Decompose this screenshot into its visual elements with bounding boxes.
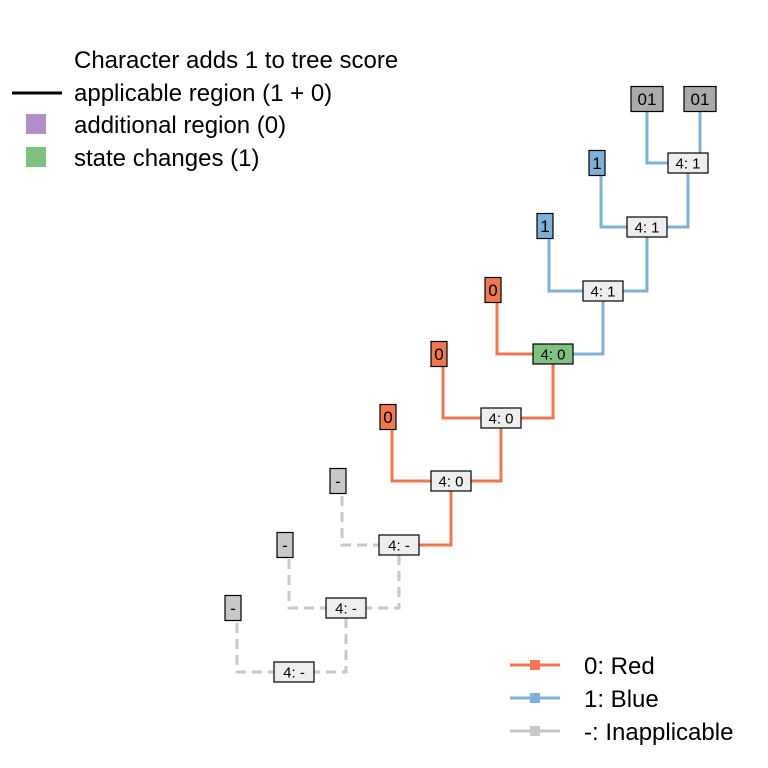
tip-label-text: 1 bbox=[592, 154, 601, 173]
node-label: 4: 1 bbox=[626, 216, 668, 238]
tip-label-text: - bbox=[335, 472, 341, 491]
tip-label: - bbox=[329, 467, 347, 495]
tip-label-text: - bbox=[230, 599, 236, 618]
tip-label-box bbox=[379, 403, 397, 431]
node-label-text: 4: 1 bbox=[634, 219, 659, 236]
state-legend: 0: Red 1: Blue -: Inapplicable bbox=[510, 653, 733, 746]
tip-label: 01 bbox=[630, 85, 664, 113]
node-label: 4: - bbox=[273, 661, 315, 683]
state-red-swatch-marker bbox=[530, 660, 540, 670]
tip-label-box bbox=[224, 594, 242, 622]
additional-region-label: additional region (0) bbox=[74, 112, 286, 139]
tip-label: 1 bbox=[536, 212, 554, 240]
node-label-text: 4: - bbox=[335, 600, 357, 617]
node-label-box bbox=[430, 470, 472, 492]
tip-label-box bbox=[536, 212, 554, 240]
node-label: 4: 0 bbox=[430, 470, 472, 492]
state-red-label: 0: Red bbox=[584, 653, 655, 680]
node-label: 4: 1 bbox=[582, 280, 624, 302]
node-label-box bbox=[667, 152, 709, 174]
tip-label: 01 bbox=[683, 85, 717, 113]
node-label-text: 4: 0 bbox=[540, 346, 565, 363]
additional-region-swatch bbox=[26, 114, 46, 134]
tree-nodes: 4: 14: 14: 14: 04: 04: 04: -4: -4: -01 01… bbox=[224, 85, 717, 683]
tip-label: 0 bbox=[379, 403, 397, 431]
tip-label-text: 0 bbox=[434, 345, 443, 364]
state-changes-label: state changes (1) bbox=[74, 145, 259, 172]
node-label-box bbox=[626, 216, 668, 238]
tip-label-text: 01 bbox=[638, 90, 657, 109]
state-inapplicable-swatch-marker bbox=[530, 726, 540, 736]
node-label-text: 4: 0 bbox=[438, 473, 463, 490]
node-label: 4: 0 bbox=[480, 407, 522, 429]
node-label: 4: - bbox=[378, 534, 420, 556]
node-label-box bbox=[273, 661, 315, 683]
tip-label-box bbox=[329, 467, 347, 495]
tip-label-box bbox=[588, 149, 606, 177]
applicable-region-label: applicable region (1 + 0) bbox=[74, 80, 332, 107]
state-blue-swatch-marker bbox=[530, 693, 540, 703]
tip-label-box bbox=[683, 85, 717, 113]
state-changes-swatch bbox=[26, 147, 46, 167]
tip-label-text: - bbox=[282, 536, 288, 555]
tip-label: 0 bbox=[430, 340, 448, 368]
node-label-box bbox=[325, 597, 367, 619]
score-legend-title: Character adds 1 to tree score bbox=[74, 47, 398, 74]
node-label-text: 4: - bbox=[388, 537, 410, 554]
tip-label-text: 0 bbox=[383, 408, 392, 427]
tip-label-box bbox=[430, 340, 448, 368]
tip-label: 1 bbox=[588, 149, 606, 177]
tip-label-box bbox=[276, 531, 294, 559]
node-label-box bbox=[480, 407, 522, 429]
tip-label-text: 0 bbox=[488, 281, 497, 300]
node-label-box bbox=[378, 534, 420, 556]
state-inapplicable-label: -: Inapplicable bbox=[584, 719, 733, 746]
node-label-text: 4: 0 bbox=[488, 410, 513, 427]
tip-label-box bbox=[630, 85, 664, 113]
node-label: 4: 1 bbox=[667, 152, 709, 174]
node-label-text: 4: 1 bbox=[590, 283, 615, 300]
tip-label: 0 bbox=[484, 276, 502, 304]
score-legend: Character adds 1 to tree score applicabl… bbox=[12, 47, 398, 172]
state-blue-label: 1: Blue bbox=[584, 686, 659, 713]
node-label: 4: 0 bbox=[532, 343, 574, 365]
node-label: 4: - bbox=[325, 597, 367, 619]
tree-edges bbox=[235, 99, 702, 674]
node-label-text: 4: 1 bbox=[675, 155, 700, 172]
tip-label-text: 01 bbox=[691, 90, 710, 109]
node-label-box bbox=[582, 280, 624, 302]
tip-label-text: 1 bbox=[540, 217, 549, 236]
tip-label-box bbox=[484, 276, 502, 304]
tip-label: - bbox=[276, 531, 294, 559]
node-label-box bbox=[532, 343, 574, 365]
tip-label: - bbox=[224, 594, 242, 622]
node-label-text: 4: - bbox=[283, 664, 305, 681]
